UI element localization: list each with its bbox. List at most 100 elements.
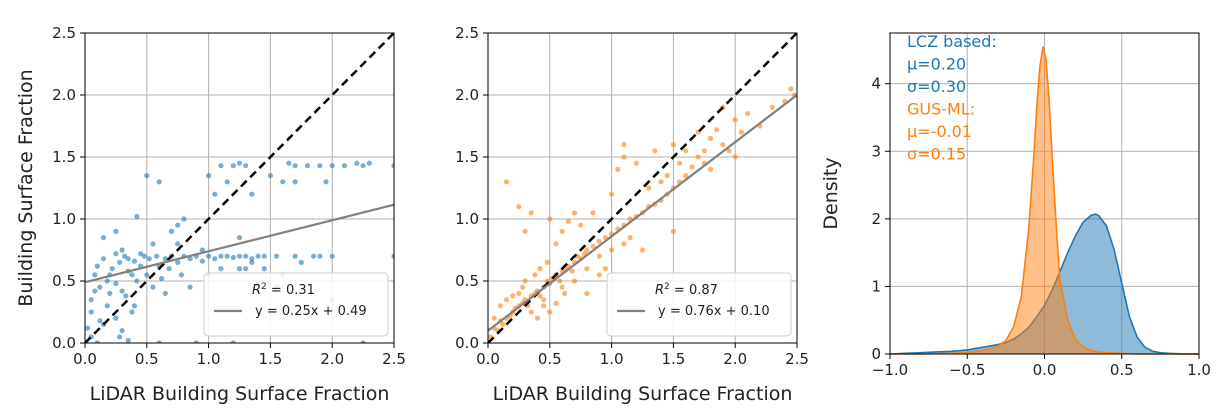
data-point [317, 163, 323, 169]
x-tick-label: 1.0 [600, 350, 624, 368]
x-tick-label: 0.5 [1110, 361, 1134, 379]
data-point [292, 179, 298, 185]
x-tick-label: 2.0 [320, 350, 344, 368]
data-point [701, 148, 707, 154]
x-axis-label: LiDAR Building Surface Fraction [493, 383, 793, 405]
data-point [255, 253, 261, 259]
data-point [366, 160, 372, 166]
data-point [602, 266, 609, 272]
data-point [683, 173, 689, 179]
y-axis-label: Building Surface Fraction [15, 69, 37, 306]
data-point [94, 340, 100, 343]
data-point [720, 142, 726, 148]
data-point [695, 154, 701, 160]
data-point [584, 266, 590, 272]
data-point [621, 142, 627, 148]
data-point [156, 179, 162, 185]
data-point [547, 216, 553, 222]
data-point [166, 266, 172, 272]
chart-lcz-scatter: R2 = 0.31 y = 0.25x + 0.49 0.0 0.5 1.0 1.5 2.0… [15, 24, 406, 405]
y-tick-label: 2.0 [455, 86, 479, 104]
x-tick-label: 0.0 [73, 350, 97, 368]
y-tick-label: 1.0 [455, 210, 479, 228]
y-tick-label: 2 [871, 210, 881, 228]
y-tick-label: 1.0 [52, 210, 76, 228]
data-point [391, 253, 394, 259]
data-point [113, 228, 119, 234]
density-area-gusml [890, 46, 1199, 355]
data-point [596, 272, 602, 278]
data-point [218, 266, 224, 272]
data-point [119, 328, 125, 334]
data-point [627, 235, 633, 241]
data-point [175, 259, 181, 265]
data-point [639, 247, 646, 253]
data-point [738, 129, 744, 135]
data-point [249, 256, 255, 262]
data-point [119, 247, 125, 253]
data-point [138, 251, 144, 257]
annotation-text: GUS-ML: [907, 100, 975, 119]
data-point [522, 278, 528, 284]
y-tick-label: 0.5 [52, 272, 76, 290]
data-point [107, 290, 113, 296]
data-point [243, 163, 249, 169]
x-tick-label: 1.5 [258, 350, 282, 368]
data-point [88, 309, 94, 315]
data-point [769, 104, 775, 110]
data-point [181, 216, 187, 222]
annotation-text: μ=-0.01 [907, 122, 972, 141]
data-point [329, 253, 335, 259]
data-point [571, 278, 578, 284]
data-point [199, 247, 206, 253]
data-point [670, 142, 677, 148]
identity-line [85, 33, 394, 343]
data-point [317, 253, 323, 259]
data-point [516, 204, 522, 210]
fit-line [85, 203, 394, 284]
data-point [537, 266, 543, 272]
data-point [162, 256, 168, 262]
data-point [304, 163, 311, 169]
x-tick-label: 1.5 [661, 350, 685, 368]
y-tick-label: 1.5 [455, 148, 479, 166]
legend-fit-label: y = 0.25x + 0.49 [255, 304, 367, 319]
data-point [683, 148, 689, 154]
data-point [261, 253, 267, 259]
data-point [544, 259, 550, 265]
data-point [323, 179, 329, 185]
data-point [621, 154, 627, 160]
data-point [134, 278, 140, 284]
data-point [652, 148, 658, 154]
data-point [584, 247, 590, 253]
data-point [569, 268, 575, 274]
data-point [532, 272, 538, 278]
y-tick-label: 3 [871, 142, 881, 160]
data-point [615, 166, 621, 172]
legend-r2: R2 = 0.31 [252, 282, 315, 298]
data-point [125, 256, 131, 262]
data-point [212, 256, 218, 262]
data-point [134, 213, 140, 220]
data-point [547, 309, 553, 315]
data-point [121, 253, 128, 259]
data-point [236, 160, 243, 166]
data-point [187, 284, 193, 290]
data-point [159, 275, 165, 282]
data-point [129, 272, 135, 278]
data-point [292, 163, 298, 169]
y-tick-label: 0 [871, 345, 881, 363]
data-point [261, 266, 267, 272]
data-point [562, 290, 568, 296]
data-point [565, 218, 571, 225]
x-tick-label: 0.0 [476, 350, 500, 368]
x-tick-label: 2.5 [785, 350, 809, 368]
annotation-text: μ=0.20 [907, 55, 966, 74]
data-point [609, 191, 615, 197]
data-point [144, 173, 150, 179]
x-tick-label: 1.0 [1187, 361, 1211, 379]
data-point [658, 179, 664, 185]
data-point [609, 247, 615, 253]
data-point [218, 253, 224, 259]
x-axis-label: LiDAR Building Surface Fraction [90, 383, 390, 405]
